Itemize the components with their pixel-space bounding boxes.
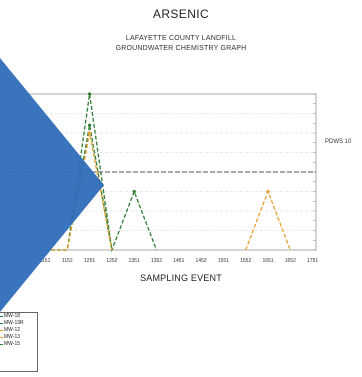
legend-label: MW-18 xyxy=(4,313,21,319)
x-tick-label: 1252 xyxy=(106,258,117,264)
legend-swatch xyxy=(0,316,3,317)
x-tick-label: 1351 xyxy=(129,258,140,264)
chart-subtitle-line2: GROUNDWATER CHEMISTRY GRAPH xyxy=(115,45,247,52)
x-tick-label: 1751 xyxy=(307,258,318,264)
x-tick-label: 1652 xyxy=(285,258,296,264)
legend-item: MW-13 xyxy=(0,334,37,341)
legend-item: MW-15 xyxy=(0,341,37,348)
legend-item: MW-12 xyxy=(0,327,37,334)
legend-swatch xyxy=(0,330,3,331)
chart-subtitle-line1: LAFAYETTE COUNTY LANDFILL xyxy=(125,35,237,42)
data-point xyxy=(88,131,92,135)
legend-label: MW-13 xyxy=(4,334,21,340)
legend-label: MW-19R xyxy=(4,320,24,326)
legend-swatch xyxy=(0,337,3,338)
legend-swatch xyxy=(0,323,3,324)
reference-line-label: PDWS 10 xyxy=(325,139,352,145)
legend-swatch xyxy=(0,344,3,345)
legend-label: MW-12 xyxy=(4,327,21,333)
x-tick-label: 1552 xyxy=(240,258,251,264)
legend: MW-18 MW-19R MW-12 MW-13 MW-15 xyxy=(0,312,38,372)
legend-item: MW-18 xyxy=(0,313,37,320)
x-tick-label: 1251 xyxy=(84,258,95,264)
x-tick-label: 1452 xyxy=(196,258,207,264)
x-axis-label: SAMPLING EVENT xyxy=(140,273,222,283)
x-tick-label: 1451 xyxy=(173,258,184,264)
x-tick-label: 1651 xyxy=(262,258,273,264)
data-point xyxy=(88,92,92,96)
legend-label: MW-15 xyxy=(4,341,21,347)
legend-item: MW-19R xyxy=(0,320,37,327)
x-tick-label: 1551 xyxy=(218,258,229,264)
data-point xyxy=(266,189,270,194)
overlay-shape xyxy=(0,58,104,312)
x-tick-label: 1152 xyxy=(62,258,73,264)
data-point xyxy=(88,123,92,127)
chart-title: ARSENIC xyxy=(152,7,210,21)
x-tick-label: 1151 xyxy=(40,258,51,264)
data-point xyxy=(132,189,136,194)
x-tick-label: 1352 xyxy=(151,258,162,264)
